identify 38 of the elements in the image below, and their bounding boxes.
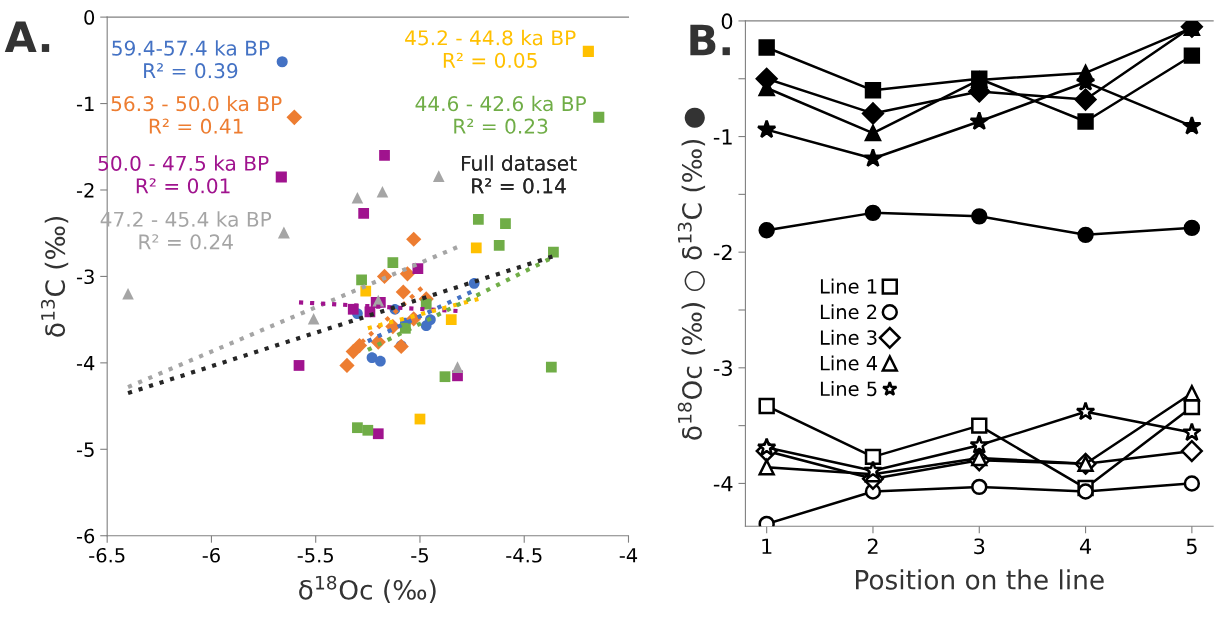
x-axis-title: Position on the line bbox=[856, 569, 1104, 590]
y-tick-label: -2 bbox=[713, 244, 732, 261]
y-tick-label: -2 bbox=[76, 182, 94, 198]
legend-label: Line 3 bbox=[820, 329, 877, 345]
legend-label: 50.0 - 47.5 ka BP R² = 0.01 bbox=[98, 155, 269, 194]
x-tick-label: 4 bbox=[1079, 538, 1092, 554]
x-tick-label: -5.5 bbox=[297, 548, 333, 563]
legend-label: 59.4-57.4 ka BP R² = 0.39 bbox=[112, 40, 270, 79]
x-tick-label: 2 bbox=[867, 538, 878, 554]
y-tick-label: -1 bbox=[76, 96, 94, 111]
x-tick-label: -5 bbox=[411, 548, 428, 563]
y-tick-label: -5 bbox=[76, 442, 94, 457]
legend-label: Line 2 bbox=[820, 304, 877, 320]
y-tick-label: -4 bbox=[713, 476, 733, 492]
x-tick-label: -4.5 bbox=[506, 548, 542, 563]
legend-label: 44.6 - 42.6 ka BP R² = 0.23 bbox=[415, 95, 586, 134]
x-tick-label: 3 bbox=[974, 538, 985, 555]
legend-label: Line 5 bbox=[820, 381, 877, 397]
y-tick-label: -3 bbox=[76, 269, 94, 285]
x-axis-title: δ$^{18}$Oc (‰) bbox=[299, 575, 436, 603]
y-axis-title: δ$^{13}$C (‰) bbox=[40, 217, 69, 337]
y-tick-label: 0 bbox=[84, 10, 95, 25]
x-tick-label: -6 bbox=[202, 547, 220, 563]
x-tick-label: -4 bbox=[619, 548, 638, 563]
x-tick-label: 5 bbox=[1186, 538, 1197, 555]
x-tick-label: -6.5 bbox=[89, 547, 125, 563]
text: A. bbox=[4, 21, 50, 52]
legend-label: Line 1 bbox=[820, 278, 877, 294]
y-tick-label: -3 bbox=[713, 360, 732, 377]
y-tick-label: -4 bbox=[76, 356, 95, 371]
y-axis-title: δ$^{18}$Oc (‰) ○ δ$^{13}$C (‰) ● bbox=[677, 107, 706, 440]
legend-label: Line 4 bbox=[820, 355, 878, 371]
x-tick-label: 1 bbox=[762, 538, 772, 554]
legend-label: 45.2 - 44.8 ka BP R² = 0.05 bbox=[405, 29, 576, 68]
legend-label: 56.3 - 50.0 ka BP R² = 0.41 bbox=[111, 95, 282, 134]
text: Full dataset R² = 0.14 bbox=[462, 155, 577, 194]
y-tick-label: -1 bbox=[713, 129, 732, 145]
y-tick-label: -6 bbox=[76, 528, 95, 544]
